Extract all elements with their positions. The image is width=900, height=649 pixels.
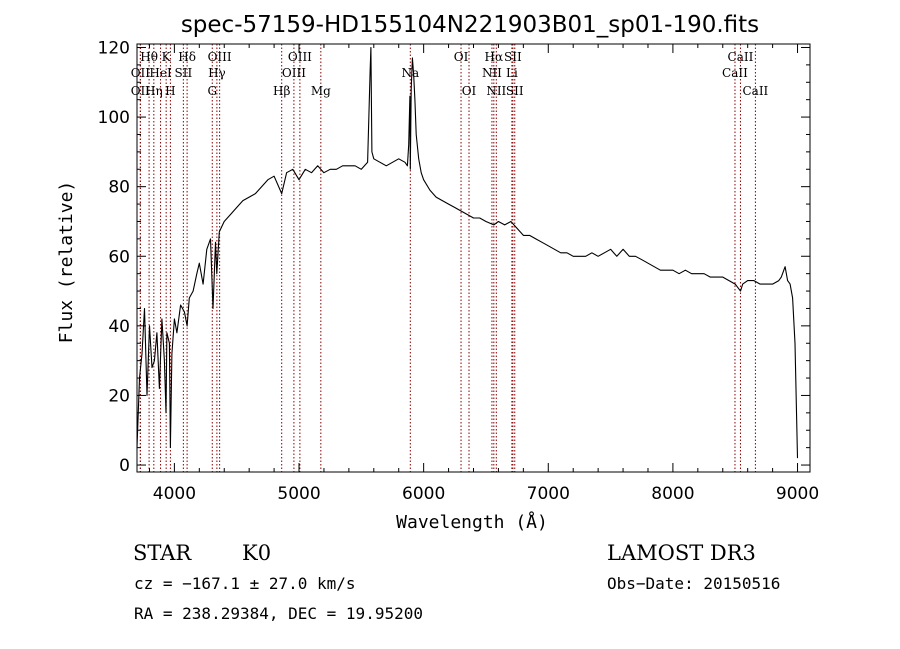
spectral-line-label: OII xyxy=(131,84,151,98)
y-tick-label: 40 xyxy=(108,317,130,337)
x-tick-label: 5000 xyxy=(277,484,320,504)
y-tick-label: 120 xyxy=(98,38,130,58)
x-tick-label: 8000 xyxy=(651,484,694,504)
spectral-line-label: OIII xyxy=(282,66,306,80)
spectral-line-label: Hθ xyxy=(140,50,158,64)
x-axis: 4000 5000 6000 7000 8000 9000 xyxy=(148,44,819,504)
spectral-line-markers xyxy=(139,44,756,472)
y-tick-label: 20 xyxy=(108,386,130,406)
x-tick-label: 6000 xyxy=(402,484,445,504)
spectral-line-label: Hα xyxy=(485,50,504,64)
spectral-line-label: OIII xyxy=(208,50,232,64)
spectral-line-label: Mg xyxy=(311,84,331,98)
spectral-line-label: SII xyxy=(175,66,193,80)
spectral-line-label: Na xyxy=(401,66,419,80)
spectral-line-label: OI xyxy=(462,84,477,98)
spectrum-series-line xyxy=(136,46,799,459)
survey-label: LAMOST DR3 xyxy=(607,541,756,565)
coords-label: RA = 238.29384, DEC = 19.95200 xyxy=(134,604,423,623)
spectral-line-label: Li xyxy=(506,66,518,80)
y-tick-label: 80 xyxy=(108,178,130,198)
x-tick-label: 7000 xyxy=(527,484,570,504)
spectral-line-label: Hη xyxy=(145,84,163,98)
spectral-line-label: K xyxy=(162,50,172,64)
plot-frame xyxy=(136,43,811,473)
spectral-line-labels: HθOIIOIIHηHeIKHSIIHδGHγOIIIHβOIIIOIIIMgN… xyxy=(131,50,769,98)
y-tick-label: 0 xyxy=(119,456,130,476)
spectral-line-label: SII xyxy=(504,50,522,64)
spectral-line-label: G xyxy=(207,84,217,98)
cz-label: cz = −167.1 ± 27.0 km/s xyxy=(134,574,356,593)
y-axis: 0 20 40 60 80 100 120 xyxy=(98,38,810,476)
object-class-label: STAR xyxy=(133,541,192,565)
spectral-line-label: Hδ xyxy=(178,50,196,64)
spectral-line-label: HeI xyxy=(149,66,172,80)
spectral-line-label: OIII xyxy=(288,50,312,64)
x-tick-label: 4000 xyxy=(153,484,196,504)
spectral-line-label: Hβ xyxy=(273,84,290,98)
x-tick-label: 9000 xyxy=(776,484,819,504)
y-tick-label: 60 xyxy=(108,247,130,267)
spectral-line-label: CaII xyxy=(722,66,748,80)
spectral-line-label: CaII xyxy=(728,50,754,64)
chart-title: spec-57159-HD155104N221903B01_sp01-190.f… xyxy=(181,12,759,38)
obs-date-label: Obs−Date: 20150516 xyxy=(607,574,780,593)
y-tick-label: 100 xyxy=(98,108,130,128)
spectral-line-label: CaII xyxy=(742,84,768,98)
spectral-line-label: Hγ xyxy=(208,66,226,80)
spectral-line-label: NII xyxy=(486,84,506,98)
y-axis-label: Flux (relative) xyxy=(56,181,77,344)
spectral-line-label: NII xyxy=(482,66,502,80)
spectral-line-label: SII xyxy=(506,84,524,98)
spectral-line-label: OII xyxy=(131,66,151,80)
x-axis-label: Wavelength (Å) xyxy=(396,511,548,533)
spectral-line-label: OI xyxy=(454,50,469,64)
subclass-label: K0 xyxy=(242,541,271,565)
spectral-line-label: H xyxy=(165,84,175,98)
